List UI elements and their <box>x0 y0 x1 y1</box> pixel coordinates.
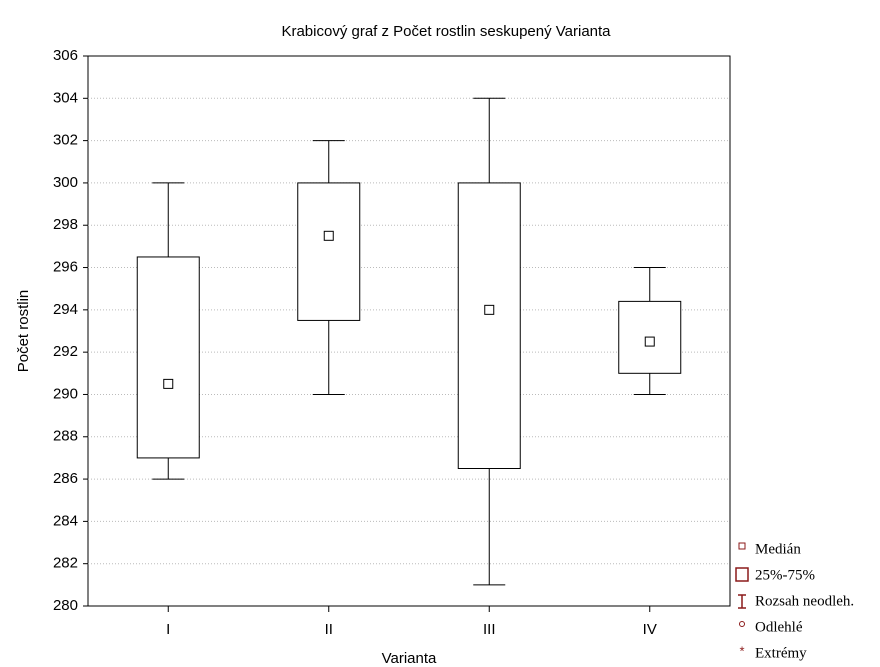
box <box>457 182 521 470</box>
median <box>484 304 495 315</box>
median <box>163 378 174 389</box>
legend-label: Extrémy <box>755 645 807 661</box>
y-tick-label: 290 <box>53 385 78 402</box>
x-axis-label: Varianta <box>382 650 437 667</box>
y-tick-label: 300 <box>53 174 78 191</box>
y-tick-label: 280 <box>53 597 78 614</box>
legend-symbol <box>739 621 745 627</box>
x-tick-label: I <box>166 621 170 638</box>
chart-title: Krabicový graf z Počet rostlin seskupený… <box>281 23 611 40</box>
y-axis-label: Počet rostlin <box>15 290 32 373</box>
box <box>297 182 361 321</box>
legend-symbol <box>735 567 749 582</box>
median <box>323 230 334 241</box>
legend-label: Odlehlé <box>755 619 803 635</box>
y-tick-label: 302 <box>53 132 78 149</box>
y-tick-label: 306 <box>53 47 78 64</box>
y-tick-label: 282 <box>53 555 78 572</box>
legend-label: Rozsah neodleh. <box>755 593 854 609</box>
legend-symbol <box>738 542 746 550</box>
y-tick-label: 286 <box>53 470 78 487</box>
legend-symbol: * <box>739 643 744 658</box>
legend-symbol <box>738 594 746 609</box>
y-tick-label: 284 <box>53 512 78 529</box>
y-tick-label: 298 <box>53 216 78 233</box>
y-tick-label: 304 <box>53 89 78 106</box>
legend-label: Medián <box>755 541 801 557</box>
median <box>644 336 655 347</box>
box <box>136 256 200 459</box>
x-tick-label: II <box>325 621 333 638</box>
y-tick-label: 288 <box>53 428 78 445</box>
x-tick-label: IV <box>643 621 657 638</box>
x-tick-label: III <box>483 621 496 638</box>
y-tick-label: 296 <box>53 259 78 276</box>
y-tick-label: 292 <box>53 343 78 360</box>
legend-label: 25%-75% <box>755 567 815 583</box>
y-tick-label: 294 <box>53 301 78 318</box>
